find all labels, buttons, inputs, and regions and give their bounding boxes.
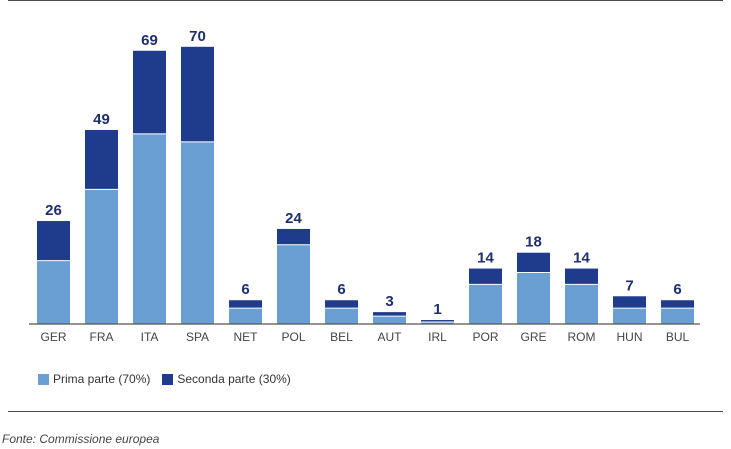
x-tick-label-ger: GER <box>40 330 66 344</box>
legend: Prima parte (70%) Seconda parte (30%) <box>38 372 303 386</box>
total-label-hun: 7 <box>625 277 633 294</box>
x-tick-label-ita: ITA <box>141 330 159 344</box>
bar-spa-series-1 <box>181 141 214 324</box>
x-tick-label-por: POR <box>472 330 498 344</box>
x-tick-label-spa: SPA <box>186 330 209 344</box>
bar-bul-series-2 <box>661 300 694 309</box>
bar-fra-series-2 <box>85 129 118 190</box>
x-tick-label-irl: IRL <box>428 330 447 344</box>
bar-ita-series-1 <box>133 133 166 324</box>
total-label-fra: 49 <box>93 111 110 128</box>
legend-label-prima: Prima parte (70%) <box>53 372 151 386</box>
bar-aut-series-2 <box>373 312 406 317</box>
bar-por-series-2 <box>469 268 502 285</box>
bar-rom-series-2 <box>565 268 598 285</box>
x-tick-label-hun: HUN <box>617 330 643 344</box>
total-label-ger: 26 <box>45 202 62 219</box>
total-label-gre: 18 <box>525 234 542 251</box>
x-tick-label-gre: GRE <box>520 330 546 344</box>
bar-net-series-1 <box>229 308 262 324</box>
legend-swatch-seconda <box>162 373 174 385</box>
total-label-rom: 14 <box>573 250 590 267</box>
legend-swatch-prima <box>38 373 49 385</box>
stacked-bar-chart: 26 GER 49 FRA 69 ITA 70 SPA 6 NET 24 POL 6 BEL 3 AUT 1 IR… <box>29 28 700 344</box>
legend-label-seconda: Seconda parte (30%) <box>177 372 291 386</box>
bar-spa-series-2 <box>181 46 214 142</box>
legend-item-seconda: Seconda parte (30%) <box>162 372 291 386</box>
bar-bel-series-1 <box>325 308 358 324</box>
x-tick-label-fra: FRA <box>90 330 114 344</box>
total-label-spa: 70 <box>189 28 206 45</box>
bar-por-series-1 <box>469 284 502 324</box>
x-tick-label-net: NET <box>234 330 259 344</box>
bar-ita-series-2 <box>133 50 166 134</box>
bar-ger-series-1 <box>37 260 70 324</box>
bar-pol-series-1 <box>277 244 310 324</box>
x-tick-label-aut: AUT <box>378 330 403 344</box>
total-label-aut: 3 <box>385 293 393 310</box>
bar-aut-series-1 <box>373 316 406 324</box>
bar-irl-series-2 <box>421 320 454 323</box>
total-label-irl: 1 <box>433 301 441 318</box>
total-label-pol: 24 <box>285 210 302 227</box>
bar-fra-series-1 <box>85 189 118 324</box>
bar-ger-series-2 <box>37 221 70 261</box>
total-label-ita: 69 <box>141 32 158 49</box>
source-note: Fonte: Commissione europea <box>2 432 160 446</box>
total-label-bel: 6 <box>337 281 345 298</box>
bar-hun-series-1 <box>613 308 646 324</box>
bar-bel-series-2 <box>325 300 358 309</box>
x-tick-label-bul: BUL <box>666 330 690 344</box>
total-label-bul: 6 <box>673 281 681 298</box>
x-tick-label-rom: ROM <box>568 330 596 344</box>
bar-hun-series-2 <box>613 296 646 309</box>
total-label-por: 14 <box>477 250 494 267</box>
bar-net-series-2 <box>229 300 262 309</box>
legend-item-prima: Prima parte (70%) <box>38 372 150 386</box>
bar-bul-series-1 <box>661 308 694 324</box>
bar-gre-series-2 <box>517 252 550 273</box>
bar-irl-series-1 <box>421 322 454 324</box>
bar-gre-series-1 <box>517 272 550 324</box>
x-tick-label-bel: BEL <box>330 330 353 344</box>
chart-frame <box>8 0 723 412</box>
total-label-net: 6 <box>241 281 249 298</box>
x-tick-label-pol: POL <box>281 330 305 344</box>
bar-rom-series-1 <box>565 284 598 324</box>
bar-pol-series-2 <box>277 228 310 245</box>
